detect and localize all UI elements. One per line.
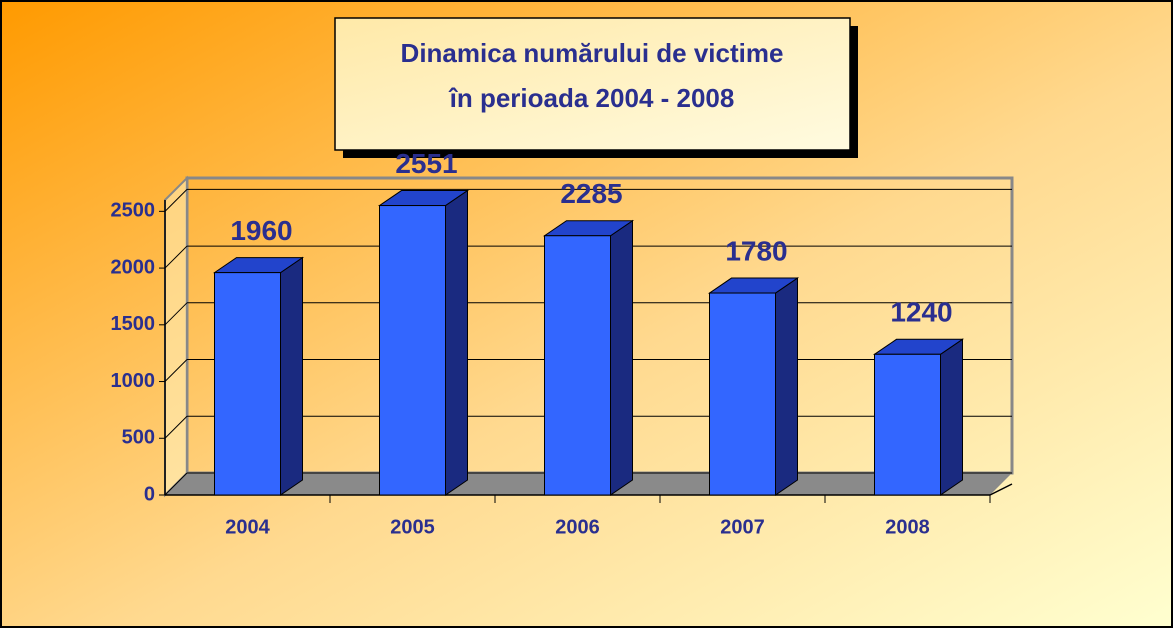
y-tick-label: 1000 bbox=[111, 370, 156, 392]
grid-line bbox=[164, 302, 188, 326]
grid-line bbox=[164, 359, 188, 382]
x-tick-label: 2008 bbox=[885, 516, 930, 538]
grid-line bbox=[164, 415, 188, 439]
bar-side bbox=[280, 256, 303, 496]
grid-line bbox=[164, 188, 188, 212]
y-tick-label: 500 bbox=[122, 427, 155, 449]
bar-side bbox=[445, 189, 468, 496]
x-tick-label: 2007 bbox=[720, 516, 765, 538]
bar bbox=[874, 353, 941, 496]
data-label: 2285 bbox=[560, 178, 622, 209]
x-tick-label: 2004 bbox=[225, 516, 270, 538]
data-label: 1780 bbox=[725, 235, 787, 266]
x-axis-depth bbox=[989, 483, 1013, 496]
grid-line bbox=[164, 245, 188, 269]
y-tick-label: 1500 bbox=[111, 313, 156, 335]
data-label: 1240 bbox=[890, 297, 952, 328]
chart-title: Dinamica numărului de victime bbox=[401, 38, 784, 68]
bar bbox=[379, 205, 446, 496]
bar bbox=[709, 292, 776, 496]
x-tick-label: 2005 bbox=[390, 516, 435, 538]
y-tick-label: 0 bbox=[144, 483, 155, 505]
y-tick-label: 2000 bbox=[111, 256, 156, 278]
bar-side bbox=[775, 277, 798, 496]
bar-side bbox=[610, 219, 633, 496]
bar bbox=[544, 235, 611, 496]
x-tick-label: 2006 bbox=[555, 516, 600, 538]
chart-title: în perioada 2004 - 2008 bbox=[448, 83, 735, 113]
title-box bbox=[334, 17, 851, 151]
side-wall bbox=[164, 175, 188, 498]
data-label: 1960 bbox=[230, 215, 292, 246]
bar bbox=[214, 272, 281, 496]
data-label: 2551 bbox=[395, 148, 457, 179]
bar-side bbox=[940, 338, 963, 496]
grid-line bbox=[164, 472, 188, 496]
y-tick-label: 2500 bbox=[111, 200, 156, 222]
